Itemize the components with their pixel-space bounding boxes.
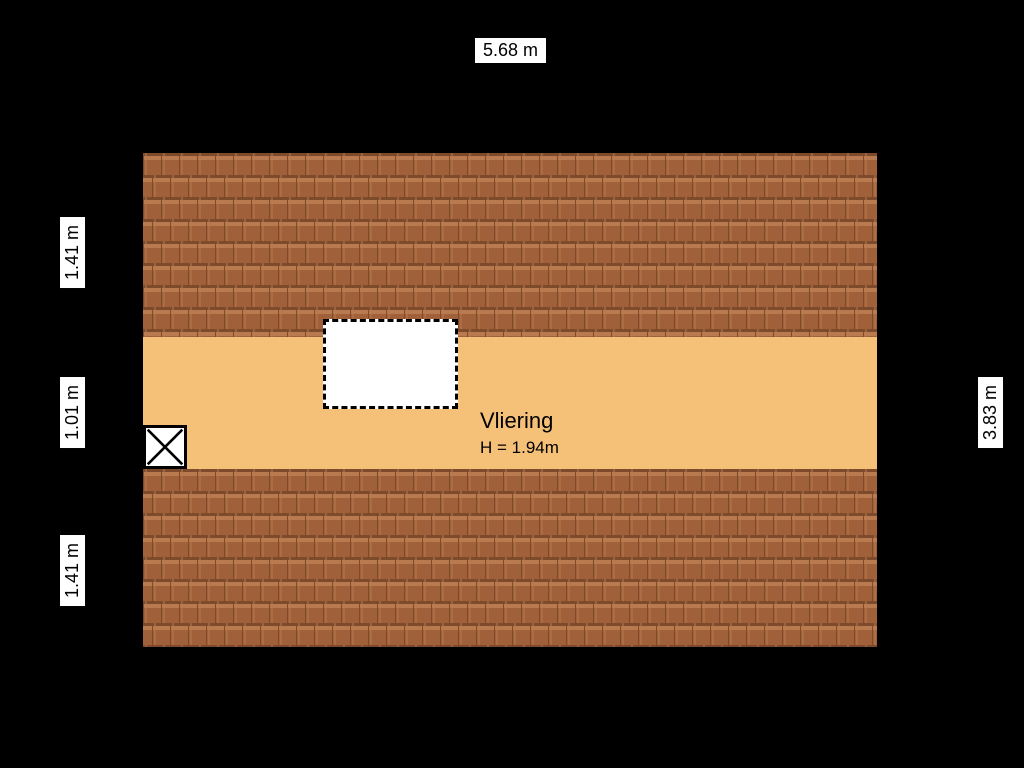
roof-tile-bottom [143,469,877,647]
hatch-opening [323,319,458,409]
room-height-text: H = 1.94m [480,438,559,457]
dimension-top: 5.68 m [475,38,546,63]
room-height-label: H = 1.94m [480,438,559,458]
room-name: Vliering [480,408,553,434]
tile-pattern-top [143,153,877,337]
room-name-text: Vliering [480,408,553,433]
roof-tiles [143,153,877,647]
roof-plan [140,150,880,650]
vent-symbol [143,425,187,469]
dimension-right-text: 3.83 m [980,385,1000,440]
roof-tile-top [143,153,877,337]
dimension-right: 3.83 m [978,377,1003,448]
dimension-left-middle-text: 1.01 m [62,385,82,440]
dimension-left-lower: 1.41 m [60,535,85,606]
dimension-left-lower-text: 1.41 m [62,543,82,598]
dimension-top-text: 5.68 m [483,40,538,60]
x-icon [146,428,184,466]
tile-pattern-bottom [143,469,877,647]
dimension-left-upper: 1.41 m [60,217,85,288]
dimension-left-middle: 1.01 m [60,377,85,448]
dimension-left-upper-text: 1.41 m [62,225,82,280]
